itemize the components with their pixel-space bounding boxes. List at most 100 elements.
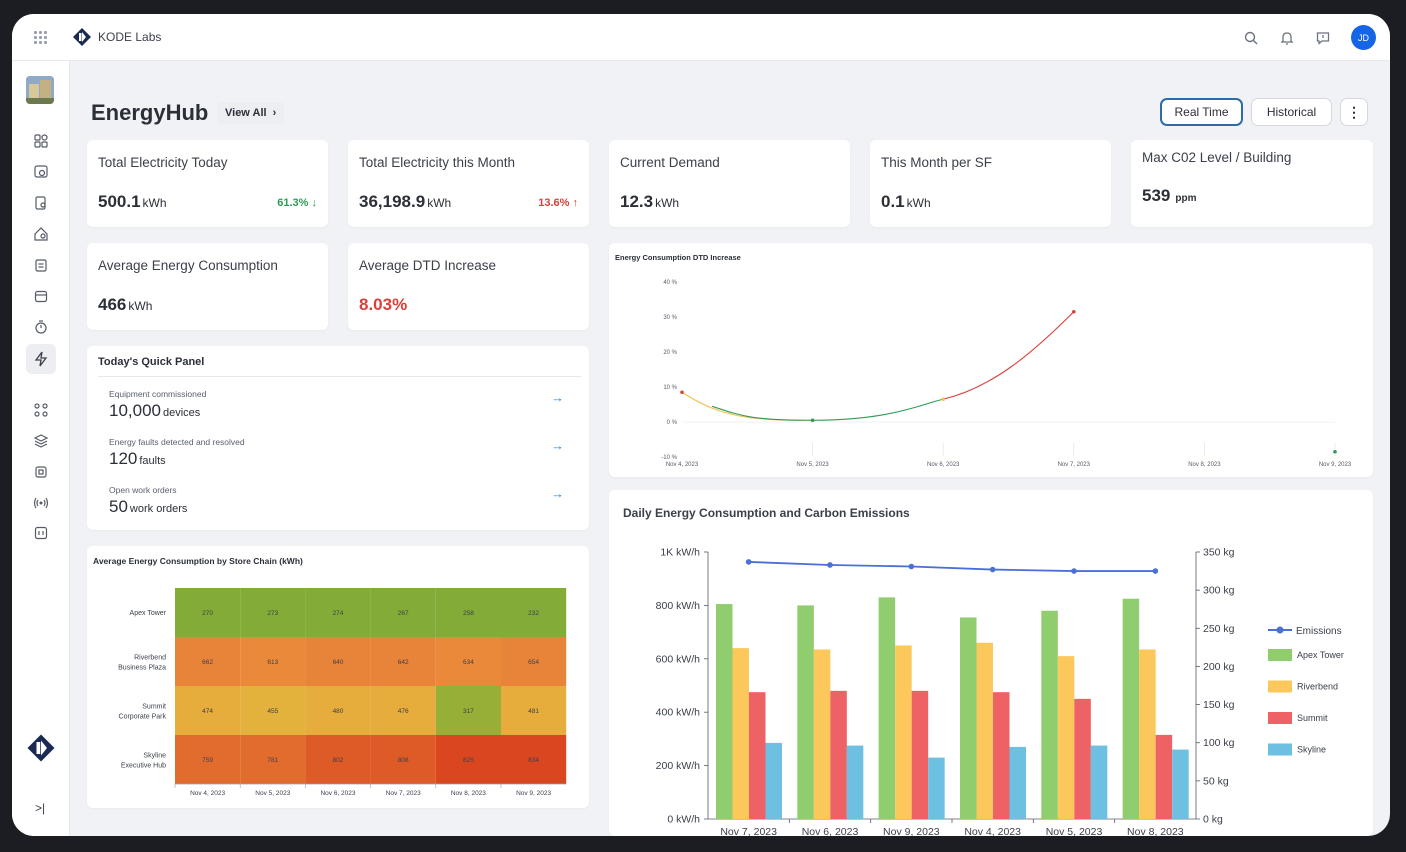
kpi-value: 8.03% — [359, 295, 408, 314]
legend-emissions-marker — [1276, 626, 1284, 634]
energy-icon[interactable] — [33, 351, 49, 367]
building-thumbnail[interactable] — [26, 76, 54, 104]
quick-panel-item: Equipment commissioned 10,000 devices — [109, 389, 206, 421]
heatmap-cell-value: 781 — [267, 757, 278, 764]
y-left-tick-label: 400 kW/h — [656, 707, 701, 719]
home-search-icon[interactable] — [33, 226, 49, 242]
legend-swatch — [1268, 743, 1292, 756]
bar-summit — [830, 690, 847, 819]
x-tick-label: Nov 5, 2023 — [796, 462, 829, 468]
dashboard-icon[interactable] — [33, 133, 49, 149]
bar-skyline — [846, 745, 864, 819]
broadcast-icon[interactable] — [33, 495, 49, 511]
layers-icon[interactable] — [33, 433, 49, 449]
x-tick-label: Nov 4, 2023 — [964, 826, 1021, 836]
bar-skyline — [1172, 749, 1189, 819]
heatmap-cell-value: 662 — [202, 659, 213, 666]
heatmap-cell-value: 613 — [267, 659, 278, 666]
heatmap-cell-value: 802 — [333, 757, 344, 764]
historical-button[interactable]: Historical — [1251, 98, 1332, 126]
kpi-card-total-electricity-today: Total Electricity Today 500.1 kWh 61.3% ↓ — [87, 140, 328, 227]
y-left-tick-label: 800 kW/h — [656, 600, 701, 612]
bell-icon[interactable] — [1279, 30, 1295, 46]
divider — [98, 376, 581, 377]
x-tick-label: Nov 8, 2023 — [1188, 462, 1221, 468]
bar-summit — [1074, 698, 1091, 819]
emissions-point — [908, 563, 915, 570]
arrow-right-icon[interactable]: → — [551, 438, 564, 453]
emissions-point — [1071, 568, 1077, 574]
arrow-right-icon[interactable]: → — [551, 390, 564, 405]
report-icon[interactable] — [33, 525, 49, 541]
brand[interactable]: KODE Labs — [72, 27, 161, 47]
heatmap-row-label: Skyline — [143, 753, 166, 760]
document-search-icon[interactable] — [33, 195, 49, 211]
emissions-point — [1152, 568, 1159, 574]
heatmap-cell-value: 474 — [202, 708, 213, 715]
bar-apex-tower — [878, 597, 896, 819]
emissions-line — [748, 561, 1156, 572]
quick-panel-caption: Open work orders — [109, 485, 177, 495]
heatmap-cell — [175, 588, 241, 637]
clipboard-icon[interactable] — [33, 257, 49, 273]
apps-grid-icon[interactable] — [34, 31, 47, 44]
legend-label: Riverbend — [1297, 682, 1338, 692]
heatmap-chart: 270 273 274 267 258 232 Apex Tower 662 613 640 642… — [118, 588, 567, 797]
more-options-icon[interactable]: ⋮ — [1340, 98, 1368, 126]
chip-icon[interactable] — [33, 464, 49, 480]
y-left-tick-label: 0 kW/h — [667, 814, 700, 826]
dtd-line-segment — [711, 405, 813, 421]
legend-swatch — [1268, 712, 1292, 724]
arrow-right-icon[interactable]: → — [551, 486, 564, 501]
real-time-button[interactable]: Real Time — [1160, 98, 1243, 126]
heatmap-cell-value: 476 — [398, 708, 409, 715]
heatmap-cell-value: 267 — [398, 610, 409, 617]
kpi-card-current-demand: Current Demand 12.3 kWh — [609, 140, 850, 227]
heatmap-cell-value: 834 — [528, 757, 539, 764]
app-window: KODE Labs JD — [12, 14, 1390, 836]
y-left-tick-label: 1K kW/h — [660, 547, 700, 559]
kpi-label: Max C02 Level / Building — [1142, 150, 1292, 165]
sidebar: >| — [12, 61, 70, 836]
heatmap-cell — [175, 686, 241, 735]
heatmap-cell — [501, 735, 567, 784]
kpi-value: 0.1 kWh — [881, 192, 931, 211]
bar-summit — [993, 692, 1010, 819]
collapse-sidebar-icon[interactable]: >| — [35, 801, 46, 815]
heatmap-cell-value: 270 — [202, 610, 213, 617]
bar-riverbend — [895, 645, 912, 819]
calendar-icon[interactable] — [33, 288, 49, 304]
heatmap-cell-value: 808 — [398, 757, 409, 764]
kpi-value: 500.1 kWh — [98, 192, 167, 211]
timer-icon[interactable] — [33, 319, 49, 335]
bar-riverbend — [732, 648, 749, 819]
avatar[interactable]: JD — [1351, 25, 1376, 50]
quick-panel-value: 120 faults — [109, 449, 166, 468]
network-icon[interactable] — [33, 402, 49, 418]
dtd-point — [1333, 449, 1337, 454]
x-tick-label: Nov 9, 2023 — [883, 826, 940, 836]
kpi-card-total-electricity-month: Total Electricity this Month 36,198.9 kWh… — [348, 140, 589, 227]
heatmap-cell-value: 481 — [528, 708, 539, 715]
bar-summit — [1155, 734, 1173, 819]
heatmap-cell — [305, 588, 371, 637]
legend-label: Summit — [1297, 713, 1328, 723]
kpi-change-up: 13.6% ↑ — [538, 197, 578, 209]
kode-logo-icon[interactable] — [26, 733, 56, 763]
kpi-value: 466 kWh — [98, 295, 153, 314]
y-right-tick-label: 300 kg — [1203, 585, 1235, 597]
kpi-card-average-energy: Average Energy Consumption 466 kWh — [87, 243, 328, 330]
search-icon[interactable] — [1243, 30, 1259, 46]
quick-panel-value: 50 work orders — [109, 497, 188, 516]
message-icon[interactable] — [1315, 30, 1331, 46]
bar-skyline — [928, 757, 945, 819]
kpi-value: 539 ppm — [1142, 186, 1197, 205]
quick-panel-value: 10,000 devices — [109, 401, 201, 420]
monitor-search-icon[interactable] — [33, 164, 49, 180]
heatmap-cell-value: 825 — [463, 757, 474, 764]
view-all-button[interactable]: View All › — [217, 102, 285, 124]
y-left-tick-label: 600 kW/h — [656, 653, 701, 665]
kpi-label: Average Energy Consumption — [98, 258, 278, 273]
heatmap-cell — [305, 735, 371, 784]
heatmap-cell — [435, 637, 501, 686]
